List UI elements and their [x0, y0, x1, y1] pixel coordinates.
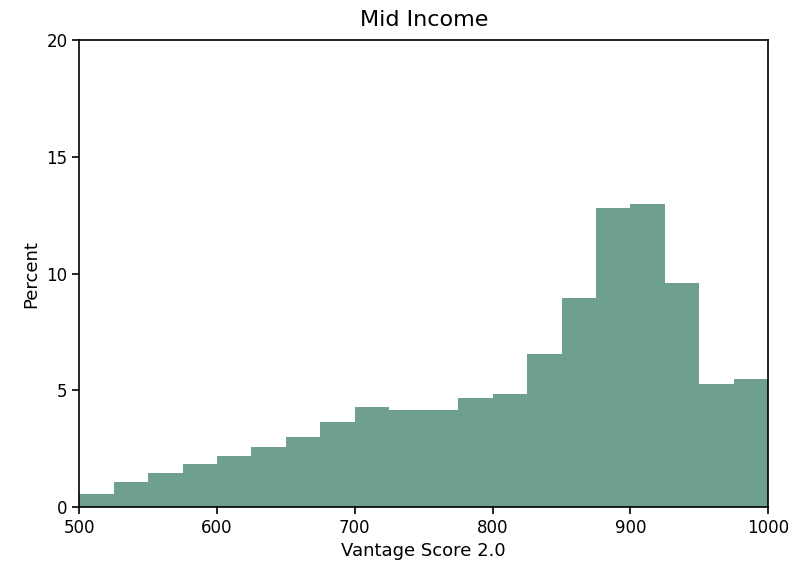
Bar: [665, 283, 699, 507]
Bar: [390, 410, 424, 507]
Bar: [148, 473, 183, 507]
Bar: [424, 410, 459, 507]
Bar: [527, 354, 562, 507]
Bar: [79, 494, 114, 507]
X-axis label: Vantage Score 2.0: Vantage Score 2.0: [341, 542, 506, 560]
Bar: [734, 378, 768, 507]
Y-axis label: Percent: Percent: [23, 240, 40, 308]
Bar: [562, 298, 596, 507]
Bar: [699, 384, 734, 507]
Bar: [114, 482, 148, 507]
Title: Mid Income: Mid Income: [360, 10, 488, 31]
Bar: [596, 209, 630, 507]
Bar: [217, 456, 252, 507]
Bar: [355, 407, 390, 507]
Bar: [630, 204, 665, 507]
Bar: [459, 399, 493, 507]
Bar: [183, 464, 217, 507]
Bar: [321, 422, 355, 507]
Bar: [286, 437, 321, 507]
Bar: [252, 448, 286, 507]
Bar: [493, 394, 527, 507]
